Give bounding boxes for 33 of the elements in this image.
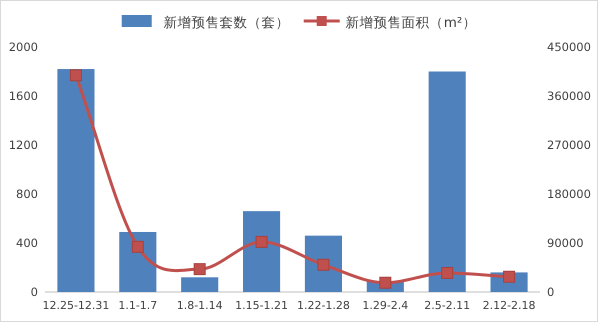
x-tick-label: 1.1-1.7 bbox=[118, 299, 158, 312]
x-tick-label: 12.25-12.31 bbox=[42, 299, 110, 312]
point bbox=[256, 236, 268, 248]
x-tick-label: 2.12-2.18 bbox=[482, 299, 536, 312]
y2-tick-label: 0 bbox=[547, 285, 554, 299]
y2-tick-label: 450000 bbox=[547, 40, 591, 54]
legend-label: 新增预售套数（套） bbox=[164, 15, 290, 31]
bar bbox=[428, 72, 466, 292]
legend-label: 新增预售面积（m²） bbox=[346, 15, 476, 31]
point bbox=[317, 258, 330, 271]
y-tick-label: 1200 bbox=[8, 138, 38, 152]
y2-tick-label: 270000 bbox=[547, 138, 591, 152]
y-tick-label: 400 bbox=[16, 236, 38, 250]
x-tick-label: 2.5-2.11 bbox=[424, 299, 470, 312]
x-tick-label: 1.8-1.14 bbox=[176, 299, 223, 312]
y2-tick-label: 90000 bbox=[547, 236, 584, 250]
point bbox=[379, 276, 392, 289]
point bbox=[194, 263, 206, 276]
y2-tick-label: 180000 bbox=[547, 187, 591, 201]
bar bbox=[181, 277, 218, 292]
point bbox=[70, 69, 82, 82]
y-tick-label: 1600 bbox=[8, 89, 38, 103]
y-tick-label: 800 bbox=[16, 187, 38, 201]
y-tick-label: 2000 bbox=[8, 40, 38, 54]
x-tick-label: 1.22-1.28 bbox=[296, 299, 350, 312]
point bbox=[441, 266, 454, 279]
y2-tick-label: 360000 bbox=[547, 89, 591, 103]
y-tick-label: 0 bbox=[30, 285, 38, 299]
x-tick-label: 1.15-1.21 bbox=[235, 299, 288, 312]
bar bbox=[243, 211, 280, 292]
point bbox=[132, 240, 144, 253]
bar bbox=[57, 69, 94, 292]
x-tick-label: 1.29-2.4 bbox=[362, 299, 408, 312]
